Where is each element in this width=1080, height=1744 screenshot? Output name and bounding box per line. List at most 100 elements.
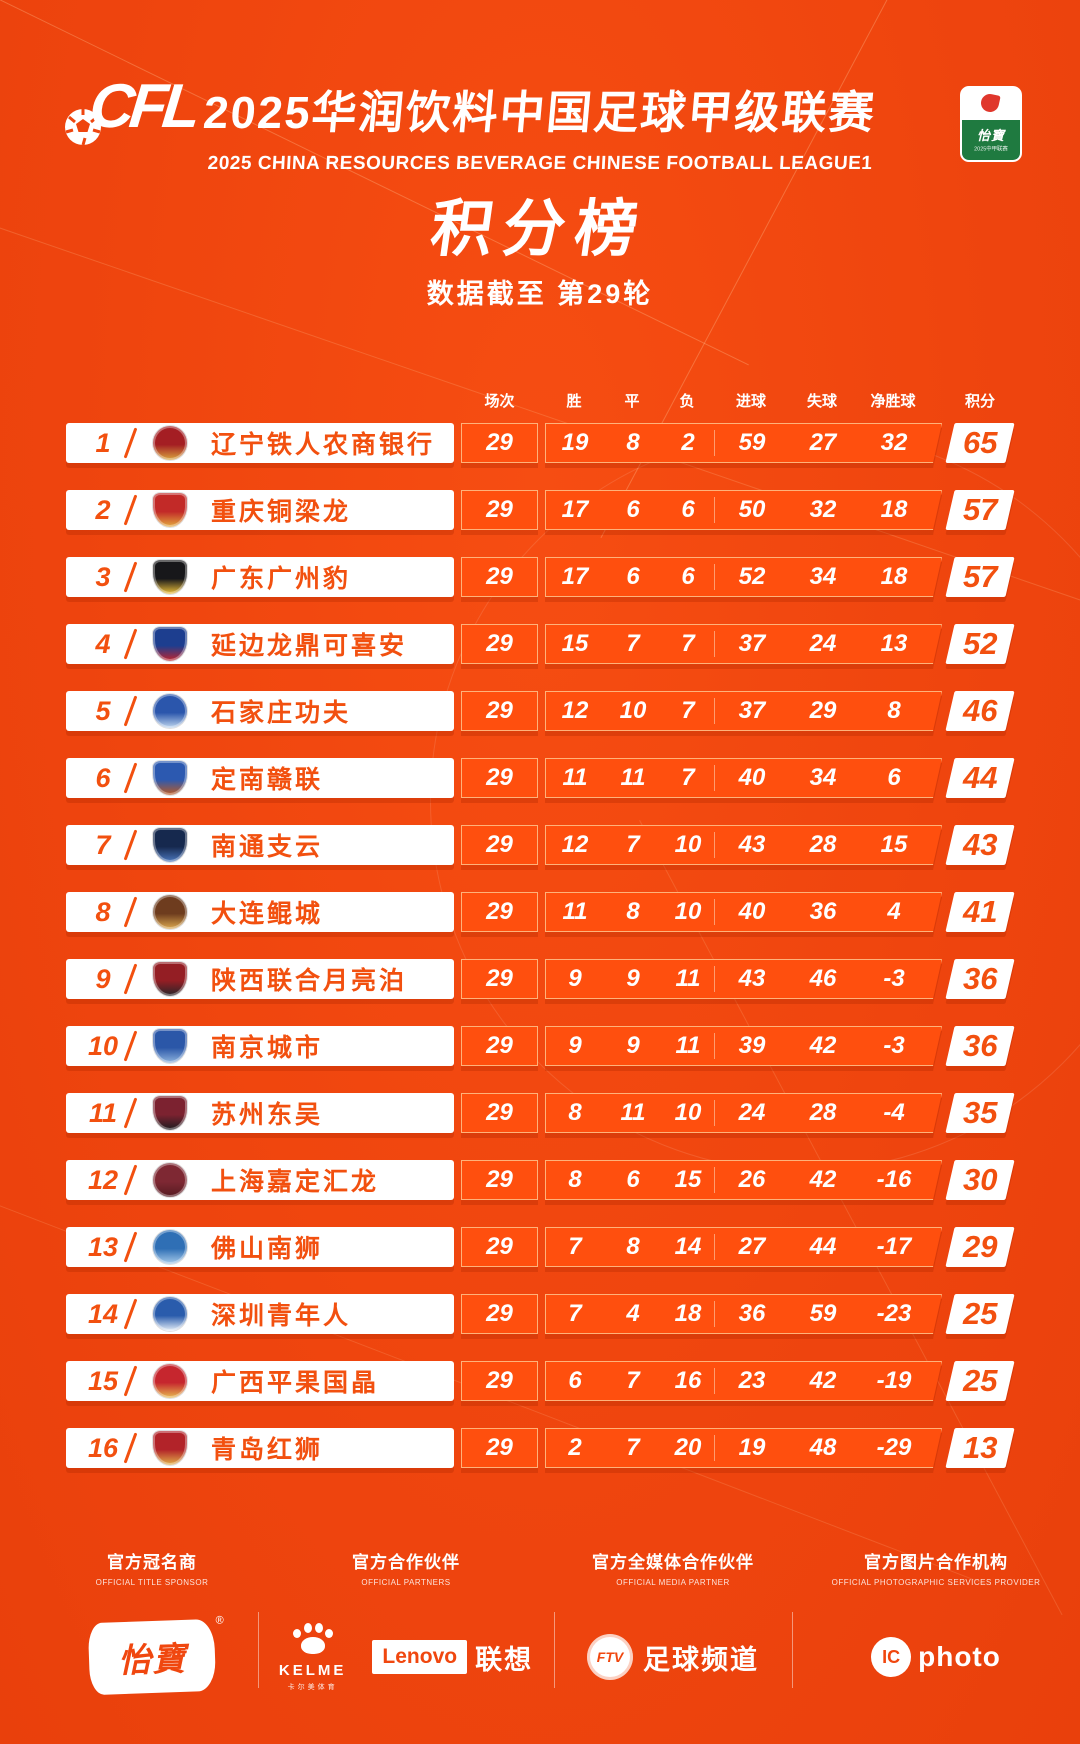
team-cell: 8 大连鲲城: [66, 892, 454, 932]
stats-cells: 9 9 11 43 46 -3: [545, 959, 942, 999]
played-value: 29: [486, 563, 513, 590]
soccer-ball-icon: [64, 108, 102, 151]
points-cell: 35: [945, 1093, 1015, 1133]
sponsor-footer: 官方冠名商 OFFICIAL TITLE SPONSOR 怡寶 ® 官方合作伙伴…: [0, 1548, 1080, 1703]
played-value: 29: [486, 697, 513, 724]
team-name: 深圳青年人: [211, 1302, 352, 1330]
table-row: 10 南京城市 29 9 9 11 39 42 -3 36: [66, 1026, 1015, 1066]
cell-divider: [714, 1301, 715, 1327]
cell-divider: [714, 631, 715, 657]
table-row: 11 苏州东吴 29 8 11 10 24 28 -4 35: [66, 1093, 1015, 1133]
cell-divider: [714, 765, 715, 791]
team-name: 苏州东吴: [211, 1101, 324, 1129]
goal-diff-value: 15: [880, 831, 908, 858]
stats-cells: 8 6 15 26 42 -16: [545, 1160, 942, 1200]
team-crest-icon: [153, 1163, 187, 1197]
played-value: 29: [486, 429, 513, 456]
played-value: 29: [486, 1367, 513, 1394]
draws-value: 10: [619, 697, 647, 724]
losses-value: 7: [681, 764, 695, 791]
team-crest-icon: [153, 1431, 187, 1465]
wins-value: 6: [568, 1367, 582, 1394]
standings-table: 场次 胜 平 负 进球 失球 净胜球 积分 1 辽宁铁人农商银行 29 19: [66, 390, 1015, 1495]
rank-number: 2: [95, 494, 111, 525]
played-cell: 29: [461, 959, 538, 999]
draws-value: 7: [626, 831, 640, 858]
goal-diff-value: 18: [880, 563, 908, 590]
points-value: 13: [962, 1430, 998, 1465]
played-cell: 29: [461, 892, 538, 932]
stats-cells: 17 6 6 52 34 18: [545, 557, 942, 597]
rank-number: 3: [95, 561, 111, 592]
points-value: 65: [962, 425, 998, 460]
goal-diff-value: 6: [887, 764, 901, 791]
rank-number: 16: [87, 1432, 119, 1463]
goal-diff-value: 4: [887, 898, 901, 925]
footer-heading-en: OFFICIAL TITLE SPONSOR: [95, 1578, 209, 1587]
cestbon-badge-brand: 怡寶: [976, 128, 1005, 143]
rank-number: 14: [87, 1298, 119, 1329]
goals-for-value: 37: [738, 630, 766, 657]
points-value: 41: [962, 894, 998, 929]
team-cell: 12 上海嘉定汇龙: [66, 1160, 454, 1200]
team-crest-icon: [153, 1230, 187, 1264]
rank-number: 15: [87, 1365, 119, 1396]
goal-diff-value: -17: [876, 1233, 912, 1260]
table-row: 8 大连鲲城 29 11 8 10 40 36 4 41: [66, 892, 1015, 932]
league-title-zh: 2025华润饮料中国足球甲级联赛: [201, 87, 878, 138]
footer-section-partners: 官方合作伙伴 OFFICIAL PARTNERS KELME 卡尔美体育 Len…: [258, 1548, 554, 1703]
losses-value: 11: [675, 965, 701, 992]
table-row: 14 深圳青年人 29 7 4 18 36 59 -23 25: [66, 1294, 1015, 1334]
table-row: 1 辽宁铁人农商银行 29 19 8 2 59 27 32 65: [66, 423, 1015, 463]
draws-value: 6: [626, 1166, 640, 1193]
team-cell: 5 石家庄功夫: [66, 691, 454, 731]
team-name: 广西平果国晶: [211, 1369, 380, 1397]
points-cell: 30: [945, 1160, 1015, 1200]
points-cell: 57: [945, 490, 1015, 530]
stats-cells: 2 7 20 19 48 -29: [545, 1428, 942, 1468]
points-value: 57: [962, 492, 998, 527]
losses-value: 16: [674, 1367, 702, 1394]
cell-divider: [714, 1167, 715, 1193]
goal-diff-value: 18: [880, 496, 908, 523]
losses-value: 10: [674, 831, 702, 858]
played-cell: 29: [461, 1361, 538, 1401]
goals-against-value: 48: [809, 1434, 837, 1461]
played-cell: 29: [461, 825, 538, 865]
points-value: 25: [962, 1363, 998, 1398]
cell-divider: [714, 899, 715, 925]
draws-value: 4: [626, 1300, 640, 1327]
rank-number: 5: [95, 695, 111, 726]
played-cell: 29: [461, 1294, 538, 1334]
team-crest-icon: [153, 828, 187, 862]
cell-divider: [714, 966, 715, 992]
footer-divider: [792, 1612, 793, 1688]
registered-mark: ®: [215, 1614, 224, 1627]
cell-divider: [714, 564, 715, 590]
stats-cells: 8 11 10 24 28 -4: [545, 1093, 942, 1133]
team-cell: 16 青岛红狮: [66, 1428, 454, 1468]
water-drop-icon: [979, 92, 1001, 114]
points-cell: 36: [945, 1026, 1015, 1066]
draws-value: 11: [620, 764, 646, 791]
cestbon-logo: 怡寶 ®: [87, 1614, 224, 1696]
col-header-points: 积分: [964, 392, 995, 410]
losses-value: 6: [681, 496, 695, 523]
table-row: 4 延边龙鼎可喜安 29 15 7 7 37 24 13 52: [66, 624, 1015, 664]
stats-cells: 6 7 16 23 42 -19: [545, 1361, 942, 1401]
team-cell: 4 延边龙鼎可喜安: [66, 624, 454, 664]
team-crest-icon: [153, 560, 187, 594]
goals-against-value: 28: [809, 831, 837, 858]
points-cell: 41: [945, 892, 1015, 932]
goals-for-value: 43: [738, 831, 766, 858]
team-crest-icon: [153, 895, 187, 929]
team-name: 大连鲲城: [211, 900, 324, 928]
stats-cells: 12 7 10 43 28 15: [545, 825, 942, 865]
goals-for-value: 40: [738, 898, 766, 925]
losses-value: 6: [681, 563, 695, 590]
cestbon-badge: 怡寶 2025中甲联赛: [960, 86, 1022, 162]
goal-diff-value: -3: [883, 965, 905, 992]
icphoto-logo: IC photo: [871, 1637, 1001, 1677]
team-crest-icon: [153, 1029, 187, 1063]
col-header-gd: 净胜球: [870, 392, 916, 410]
